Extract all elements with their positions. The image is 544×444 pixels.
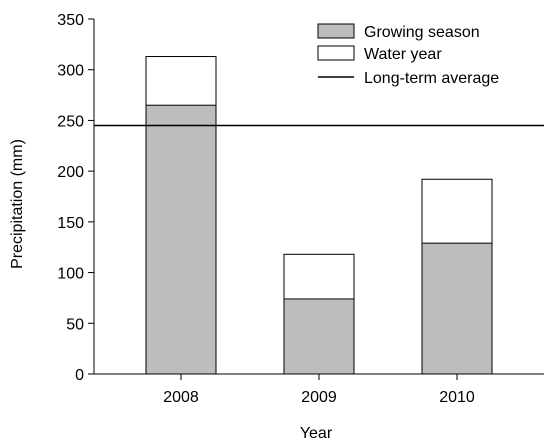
x-tick-label-2009: 2009	[301, 389, 337, 406]
y-tick-label-300: 300	[57, 63, 84, 80]
y-tick-label-100: 100	[57, 266, 84, 283]
bar-growing-season-2008	[145, 104, 217, 375]
x-axis-label: Year	[300, 425, 333, 442]
bar-growing-season-2009	[283, 298, 355, 375]
y-tick-label-50: 50	[66, 316, 84, 333]
ticks-layer: 2008 2009 2010 0 50 100 150 200 250 300 350	[57, 12, 475, 406]
bar-growing-season-2010	[421, 242, 493, 375]
x-tick-label-2008: 2008	[163, 389, 199, 406]
legend-label-water-year: Water year	[364, 46, 442, 63]
bars-layer	[145, 56, 493, 375]
x-tick-label-2010: 2010	[439, 389, 475, 406]
legend-swatch-growing-season	[317, 23, 355, 39]
y-tick-label-200: 200	[57, 164, 84, 181]
legend-swatch-water-year	[317, 45, 355, 61]
legend-label-growing-season: Growing season	[364, 24, 480, 41]
y-tick-label-0: 0	[75, 367, 84, 384]
y-tick-label-250: 250	[57, 113, 84, 130]
legend: Growing season Water year Long-term averag…	[317, 23, 499, 87]
y-axis-label: Precipitation (mm)	[9, 139, 26, 269]
legend-label-long-term-average: Long-term average	[364, 70, 499, 87]
y-tick-label-350: 350	[57, 12, 84, 29]
y-tick-label-150: 150	[57, 215, 84, 232]
